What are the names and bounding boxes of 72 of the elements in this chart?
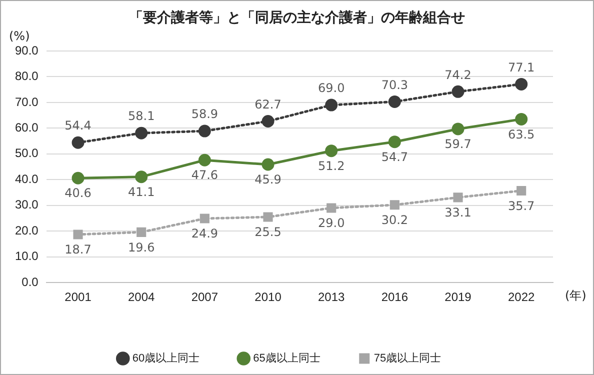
y-tick-label: 0.0 — [22, 274, 39, 289]
point — [452, 122, 464, 136]
data-label: 51.2 — [318, 158, 345, 173]
point — [135, 170, 148, 184]
point — [516, 186, 526, 196]
data-label: 77.1 — [508, 60, 535, 74]
data-label: 45.9 — [254, 172, 282, 187]
legend-label: 75歳以上同士 — [374, 352, 442, 365]
point — [200, 214, 210, 224]
point — [453, 192, 463, 202]
x-tick-label: 2010 — [254, 290, 282, 304]
data-label: 19.6 — [128, 240, 155, 254]
data-label: 35.7 — [508, 198, 535, 213]
y-axis-title: (%) — [9, 29, 30, 44]
point — [263, 212, 273, 222]
y-tick-label: 80.0 — [14, 69, 39, 84]
point — [198, 154, 211, 166]
x-tick-label: 2001 — [64, 290, 92, 304]
point — [136, 227, 146, 237]
chart-title: 「要介護者等」と「同居の主な介護者」の年齢組合せ — [128, 9, 466, 27]
data-label: 59.7 — [444, 137, 472, 152]
data-label: 54.7 — [381, 150, 408, 164]
data-label: 58.9 — [191, 107, 218, 122]
point — [72, 136, 84, 149]
point — [73, 230, 83, 240]
point — [452, 85, 464, 98]
x-tick-label: 2013 — [318, 290, 346, 304]
point — [262, 115, 274, 128]
y-tick-label: 50.0 — [14, 146, 39, 160]
data-label: 69.0 — [318, 81, 345, 96]
y-tick-label: 40.0 — [14, 172, 39, 186]
y-tick-label: 20.0 — [14, 223, 39, 238]
point — [135, 126, 148, 140]
data-label: 74.2 — [444, 68, 472, 82]
data-label: 24.9 — [191, 226, 218, 241]
x-tick-label: 2007 — [191, 290, 218, 304]
point — [325, 144, 338, 158]
data-label: 30.2 — [381, 213, 408, 228]
data-label: 18.7 — [64, 242, 92, 257]
x-tick-label: 2019 — [444, 290, 472, 304]
point — [262, 158, 274, 171]
data-label: 62.7 — [254, 97, 282, 112]
x-tick-label: 2016 — [381, 290, 408, 304]
data-label: 29.0 — [318, 216, 345, 230]
data-label: 33.1 — [444, 206, 472, 220]
legend-label: 65歳以上同士 — [253, 352, 320, 365]
point — [388, 136, 401, 148]
point — [325, 98, 338, 112]
data-label: 47.6 — [191, 168, 218, 182]
data-label: 63.5 — [508, 127, 535, 142]
point — [198, 124, 211, 138]
data-label: 41.1 — [128, 184, 155, 199]
legend-label: 60歳以上同士 — [132, 352, 200, 365]
y-tick-label: 10.0 — [14, 249, 39, 264]
y-tick-label: 60.0 — [14, 120, 39, 135]
data-label: 40.6 — [64, 186, 92, 200]
data-label: 70.3 — [381, 78, 408, 92]
point — [390, 200, 400, 210]
x-tick-label: 2022 — [508, 290, 536, 304]
x-tick-label: 2004 — [128, 290, 156, 304]
data-label: 25.5 — [254, 225, 282, 240]
y-tick-label: 30.0 — [14, 198, 39, 212]
point — [388, 95, 401, 108]
y-tick-label: 90.0 — [14, 43, 39, 58]
point — [515, 78, 528, 90]
x-axis-title: (年) — [565, 288, 586, 303]
point — [515, 112, 528, 126]
point — [326, 203, 336, 213]
point — [72, 172, 84, 184]
data-label: 58.1 — [128, 109, 155, 124]
data-label: 54.4 — [64, 118, 92, 133]
y-tick-label: 70.0 — [14, 94, 39, 109]
